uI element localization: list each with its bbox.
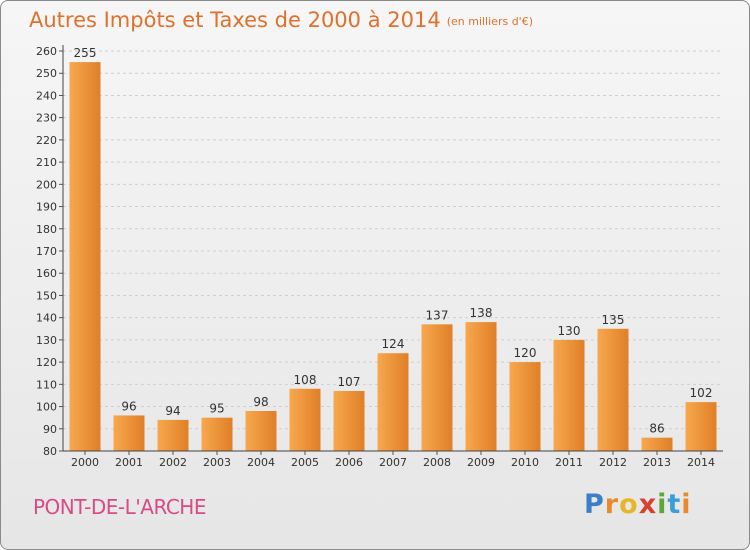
data-label: 86 bbox=[649, 422, 664, 436]
bar bbox=[597, 328, 629, 451]
x-tick-label: 2013 bbox=[643, 456, 671, 469]
x-tick-label: 2011 bbox=[555, 456, 583, 469]
x-tick-label: 2007 bbox=[379, 456, 407, 469]
y-tick-label: 210 bbox=[36, 156, 57, 169]
bar bbox=[245, 411, 277, 451]
x-tick-label: 2002 bbox=[159, 456, 187, 469]
x-tick-label: 2001 bbox=[115, 456, 143, 469]
bar bbox=[465, 322, 497, 451]
bar bbox=[333, 391, 365, 451]
y-tick-label: 200 bbox=[36, 178, 57, 191]
y-tick-label: 110 bbox=[36, 378, 57, 391]
chart-title-text: Autres Impôts et Taxes de 2000 à 2014 bbox=[29, 8, 441, 32]
x-tick-label: 2004 bbox=[247, 456, 275, 469]
chart-unit: (en milliers d'€) bbox=[446, 15, 533, 28]
data-label: 124 bbox=[382, 337, 405, 351]
data-label: 95 bbox=[209, 402, 224, 416]
data-label: 107 bbox=[338, 375, 361, 389]
data-label: 138 bbox=[470, 306, 493, 320]
proxiti-logo: Proxiti bbox=[584, 489, 692, 520]
data-label: 94 bbox=[165, 404, 180, 418]
x-tick-label: 2014 bbox=[687, 456, 715, 469]
x-tick-label: 2012 bbox=[599, 456, 627, 469]
data-label: 102 bbox=[690, 386, 713, 400]
y-tick-label: 100 bbox=[36, 401, 57, 414]
y-tick-label: 230 bbox=[36, 112, 57, 125]
bar bbox=[553, 339, 585, 451]
y-tick-label: 130 bbox=[36, 334, 57, 347]
y-tick-label: 190 bbox=[36, 201, 57, 214]
x-tick-label: 2009 bbox=[467, 456, 495, 469]
bar bbox=[157, 419, 189, 451]
y-tick-label: 180 bbox=[36, 223, 57, 236]
y-tick-label: 170 bbox=[36, 245, 57, 258]
y-tick-label: 220 bbox=[36, 134, 57, 147]
x-tick-label: 2000 bbox=[71, 456, 99, 469]
bar bbox=[289, 388, 321, 451]
bar bbox=[421, 324, 453, 451]
data-label: 135 bbox=[602, 313, 625, 327]
x-tick-label: 2008 bbox=[423, 456, 451, 469]
y-tick-label: 240 bbox=[36, 89, 57, 102]
x-tick-label: 2010 bbox=[511, 456, 539, 469]
x-tick-label: 2006 bbox=[335, 456, 363, 469]
city-name: PONT-DE-L'ARCHE bbox=[33, 495, 206, 519]
data-label: 130 bbox=[558, 324, 581, 338]
data-label: 137 bbox=[426, 308, 449, 322]
y-tick-label: 140 bbox=[36, 312, 57, 325]
y-tick-label: 160 bbox=[36, 267, 57, 280]
bar bbox=[69, 62, 101, 451]
bar bbox=[509, 362, 541, 451]
bar bbox=[377, 353, 409, 451]
y-tick-label: 120 bbox=[36, 356, 57, 369]
data-label: 108 bbox=[294, 373, 317, 387]
data-label: 98 bbox=[253, 395, 268, 409]
data-label: 96 bbox=[121, 399, 136, 413]
bar bbox=[641, 437, 673, 451]
x-tick-label: 2005 bbox=[291, 456, 319, 469]
y-tick-label: 90 bbox=[43, 423, 57, 436]
data-label: 255 bbox=[74, 46, 97, 60]
chart-title: Autres Impôts et Taxes de 2000 à 2014 (en… bbox=[29, 8, 533, 32]
data-label: 120 bbox=[514, 346, 537, 360]
bar bbox=[201, 417, 233, 451]
y-tick-label: 250 bbox=[36, 67, 57, 80]
x-tick-label: 2003 bbox=[203, 456, 231, 469]
y-tick-label: 150 bbox=[36, 289, 57, 302]
bar bbox=[685, 402, 717, 451]
bar bbox=[113, 415, 145, 451]
y-tick-label: 260 bbox=[36, 45, 57, 58]
y-tick-label: 80 bbox=[43, 445, 57, 458]
